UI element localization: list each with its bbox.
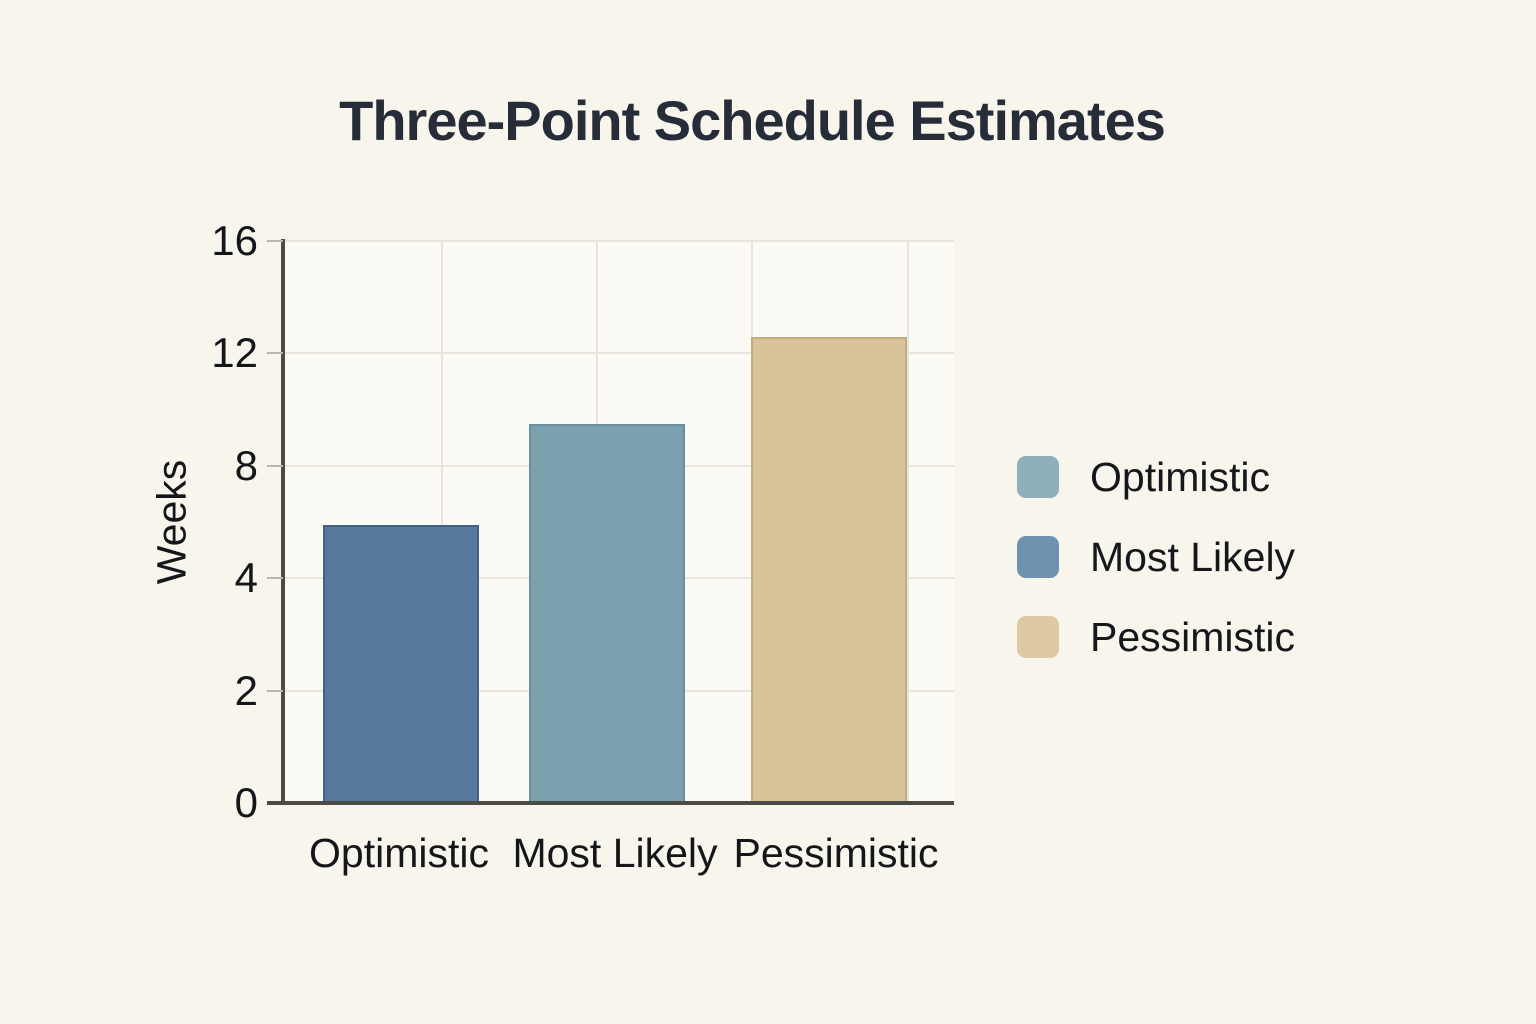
legend-swatch	[1017, 616, 1059, 658]
y-tick-mark	[267, 690, 283, 692]
y-tick-mark	[267, 465, 283, 467]
y-tick-label: 8	[234, 442, 258, 489]
y-tick-mark	[267, 240, 283, 242]
x-category-label: Most Likely	[512, 830, 718, 876]
bar-most-likely	[529, 424, 685, 803]
legend-item: Pessimistic	[1017, 613, 1296, 660]
x-category-label: Pessimistic	[733, 830, 939, 876]
chart-title: Three-Point Schedule Estimates	[339, 89, 1166, 152]
legend-label: Most Likely	[1090, 533, 1296, 580]
y-tick-label: 0	[234, 779, 258, 826]
legend-swatch	[1017, 456, 1059, 498]
plot-area	[283, 240, 954, 803]
bar-pessimistic	[751, 337, 907, 803]
y-tick-mark	[267, 577, 283, 579]
y-tick-label: 12	[211, 329, 258, 376]
gridline-horizontal	[283, 240, 954, 242]
x-category-label: Optimistic	[309, 830, 489, 876]
legend-swatch	[1017, 536, 1059, 578]
gridline-vertical	[441, 241, 443, 803]
legend-label: Pessimistic	[1090, 613, 1296, 660]
y-tick-label: 4	[234, 554, 258, 601]
legend-label: Optimistic	[1090, 453, 1270, 500]
bar-optimistic	[323, 525, 479, 803]
x-axis-line	[267, 801, 954, 805]
legend-item: Optimistic	[1017, 453, 1295, 500]
legend: Optimistic Most Likely Pessimistic	[1017, 453, 1296, 696]
y-tick-label: 16	[211, 217, 258, 264]
y-tick-mark	[267, 352, 283, 354]
gridline-horizontal	[283, 352, 954, 355]
y-axis-line	[281, 239, 285, 805]
y-tick-label: 2	[234, 667, 258, 714]
gridline-vertical	[907, 241, 909, 803]
legend-item: Most Likely	[1017, 533, 1296, 580]
